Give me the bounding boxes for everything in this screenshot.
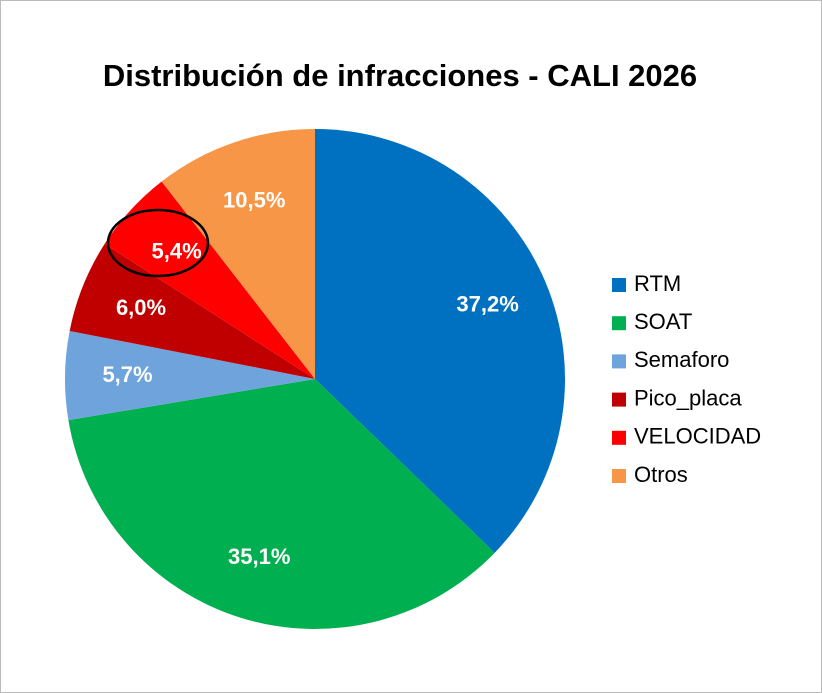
value-label: 37,2%	[456, 292, 518, 317]
legend-label: SOAT	[634, 309, 692, 334]
value-label: 5,4%	[152, 238, 202, 263]
legend-label: Semaforo	[634, 347, 729, 372]
pie-slice	[161, 129, 315, 379]
legend-label: Pico_placa	[634, 385, 742, 410]
legend-label: RTM	[634, 271, 681, 296]
pie-slice	[69, 243, 316, 379]
pie: 37,2% 35,1% 5,7% 6,0% 5,4% 10,5%	[65, 129, 565, 630]
value-label: 35,1%	[228, 544, 290, 569]
legend-swatch	[612, 392, 626, 407]
highlight-ellipse	[106, 208, 210, 278]
legend-swatch	[612, 430, 626, 445]
pie-slice	[65, 330, 315, 421]
value-label: 10,5%	[223, 187, 285, 212]
legend-swatch	[612, 469, 626, 483]
legend-label: VELOCIDAD	[634, 424, 761, 449]
pie-slice	[104, 181, 315, 379]
legend-label: Otros	[634, 462, 688, 487]
chart-title: Distribución de infracciones - CALI 2026	[103, 58, 697, 93]
legend-swatch	[612, 278, 626, 292]
pie-slice	[315, 129, 565, 553]
value-label: 6,0%	[116, 295, 166, 320]
legend-swatch	[612, 354, 626, 369]
legend-swatch	[612, 316, 626, 331]
value-label: 5,7%	[102, 362, 152, 387]
pie-slice	[68, 379, 495, 630]
legend: RTM SOAT Semaforo Pico_placa VELOCIDAD Otros	[612, 271, 761, 487]
